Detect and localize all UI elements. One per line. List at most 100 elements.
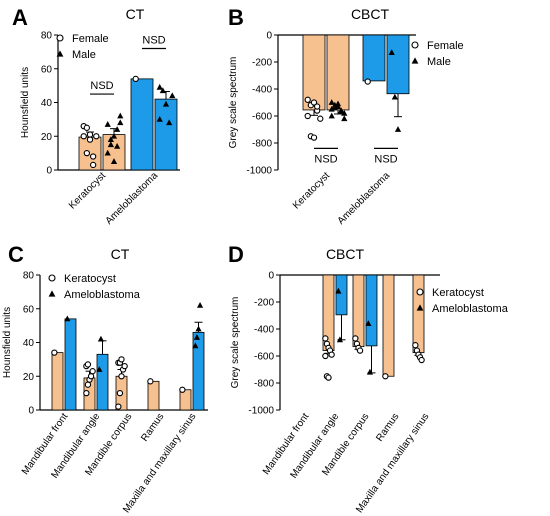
data-point: [366, 368, 374, 375]
panel-letter: A: [12, 5, 28, 30]
y-tick-label: 80: [23, 271, 35, 282]
data-point: [418, 356, 425, 364]
y-tick-label: -400: [254, 325, 274, 336]
legend-marker-triangle: [411, 57, 419, 64]
data-point: [388, 49, 395, 55]
y-tick-label: -200: [254, 298, 274, 309]
legend-marker-triangle: [416, 304, 424, 311]
bar: [96, 353, 109, 411]
y-axis-label: Hounsfield units: [20, 67, 31, 138]
y-tick-label: -400: [252, 85, 272, 96]
y-tick-label: -1000: [248, 406, 274, 417]
panel-letter: D: [228, 242, 244, 267]
data-point: [364, 78, 371, 85]
data-point: [89, 368, 96, 375]
legend-label: Female: [72, 33, 109, 45]
data-point: [310, 99, 318, 106]
data-point: [322, 335, 329, 342]
data-point: [104, 121, 111, 127]
data-point: [104, 149, 111, 156]
bar: [102, 134, 126, 171]
data-point: [96, 366, 103, 372]
data-point: [114, 126, 121, 132]
bar: [335, 274, 348, 316]
data-point: [80, 133, 87, 140]
panel-letter: C: [8, 242, 24, 267]
data-point: [195, 325, 202, 332]
data-point: [159, 87, 166, 94]
x-tick-label: Keratocyst: [67, 170, 108, 211]
data-point: [328, 99, 335, 105]
annotation-label: NSD: [142, 35, 165, 47]
data-point: [328, 351, 335, 358]
data-point: [87, 373, 95, 380]
annotation-label: NSD: [314, 153, 337, 165]
bar: [412, 274, 425, 354]
y-tick-label: 20: [41, 132, 53, 143]
data-point: [51, 349, 58, 356]
bar: [154, 98, 178, 171]
panel-d: D CBCT 0 -200 -400 -600 -800 -1000 Grey scale sp…: [228, 242, 509, 515]
data-point: [86, 136, 94, 143]
data-point: [356, 347, 364, 354]
data-point: [412, 342, 419, 349]
bar: [326, 34, 350, 111]
x-tick-label: Ameloblastoma: [336, 170, 393, 227]
data-point: [328, 105, 335, 112]
legend-marker-circle: [416, 288, 424, 296]
y-tick-label: -600: [252, 112, 272, 123]
y-tick-label: 40: [23, 338, 35, 349]
legend-label: Keratocyst: [432, 287, 484, 299]
data-point: [394, 126, 402, 132]
bar: [130, 78, 154, 171]
y-tick-label: 20: [23, 372, 35, 383]
data-point: [132, 75, 139, 83]
data-point: [313, 103, 321, 110]
data-point: [156, 115, 163, 122]
chart-title: CBCT: [351, 6, 390, 22]
legend-marker-triangle: [56, 50, 64, 57]
data-point: [107, 141, 114, 148]
bar: [51, 352, 64, 411]
y-axis-label: Grey scale spectrum: [230, 297, 241, 389]
data-point: [110, 132, 118, 139]
data-point: [115, 403, 122, 410]
data-point: [117, 112, 124, 119]
bar: [365, 274, 378, 347]
y-tick-label: 0: [28, 406, 34, 417]
x-tick-label: Ameloblastoma: [104, 170, 161, 227]
panel-b: B CBCT 0 -200 -400 -600 -800 -1000 Grey scale sp…: [228, 5, 464, 227]
data-point: [84, 361, 92, 368]
data-point: [64, 315, 71, 322]
legend-marker-circle: [56, 34, 64, 42]
legend-marker-circle: [48, 274, 56, 282]
y-tick-label: 0: [46, 166, 52, 177]
data-point: [89, 153, 97, 160]
data-point: [169, 92, 176, 99]
bar: [386, 34, 410, 95]
data-point: [338, 108, 345, 115]
bar: [362, 34, 386, 82]
y-tick-label: 0: [266, 31, 272, 42]
bar: [147, 380, 160, 411]
annotation-label: NSD: [90, 80, 113, 92]
data-point: [147, 378, 154, 385]
y-tick-label: 60: [41, 64, 53, 75]
y-tick-label: -800: [252, 139, 272, 150]
y-axis-label: Grey scale spectrum: [228, 57, 239, 149]
data-point: [118, 356, 125, 363]
data-point: [83, 124, 91, 131]
x-tick-label: Keratocyst: [291, 170, 332, 211]
y-axis-label: Hounsfield units: [2, 307, 13, 378]
legend-marker-circle: [411, 41, 419, 49]
x-tick-label: Ramus: [374, 411, 401, 443]
data-point: [93, 133, 100, 140]
chart-title: CT: [126, 6, 145, 22]
data-point: [196, 301, 204, 308]
chart-title: CT: [111, 246, 130, 262]
data-point: [192, 342, 199, 349]
data-point: [317, 115, 324, 122]
data-point: [335, 287, 342, 294]
data-point: [110, 158, 118, 164]
panel-a: A CT 0 20 40 60 80 Hounsfield units KeratocystAm…: [12, 5, 180, 227]
